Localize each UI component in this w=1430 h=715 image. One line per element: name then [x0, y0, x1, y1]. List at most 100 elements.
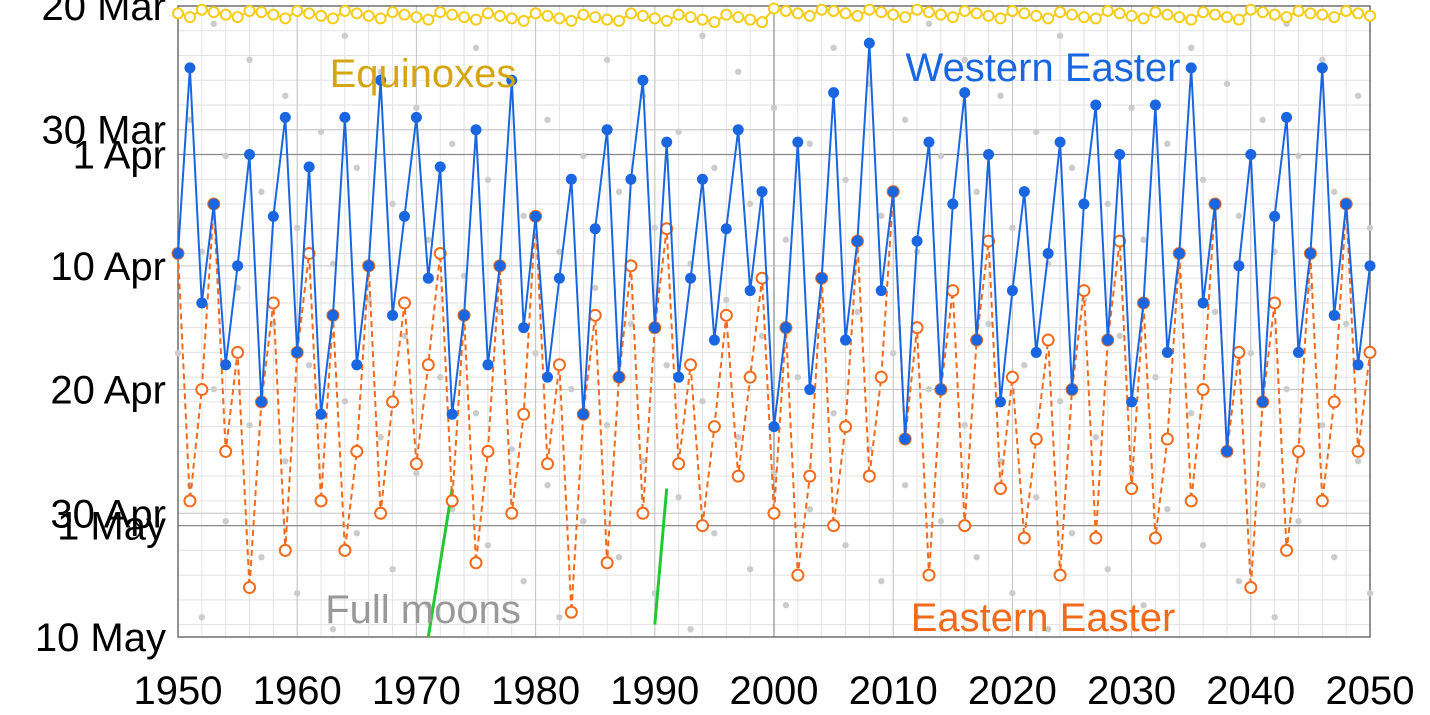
western-easter-point: [780, 322, 792, 334]
equinoxes-point: [994, 12, 1007, 25]
western-easter-point: [673, 371, 685, 383]
equinoxes-point: [1304, 7, 1317, 20]
equinoxes-point: [744, 13, 757, 26]
equinoxes-point: [899, 11, 912, 24]
western-easter-point: [744, 285, 756, 297]
western-easter-point: [327, 309, 339, 321]
western-easter-point: [983, 148, 995, 160]
eastern-easter-point: [731, 469, 745, 483]
full-moon-dot: [925, 20, 933, 28]
equinoxes-point: [505, 12, 518, 25]
full-moon-dot: [174, 349, 182, 357]
equinoxes-point: [1340, 4, 1353, 17]
full-moon-dot: [258, 553, 265, 561]
western-easter-point: [971, 334, 983, 346]
western-easter-point: [840, 334, 852, 346]
western-easter-point: [959, 87, 971, 99]
equinoxes-point: [422, 13, 435, 26]
eastern-easter-point: [1005, 370, 1019, 384]
eastern-easter-point: [314, 494, 328, 508]
full-moon-dot: [1259, 116, 1266, 124]
eastern-easter-point: [243, 581, 257, 595]
x-tick-label: 2000: [730, 669, 819, 713]
western-easter-point: [1114, 148, 1126, 160]
eastern-easter-point: [1125, 482, 1139, 496]
western-easter-point: [828, 87, 840, 99]
western-easter-point: [446, 408, 458, 420]
western-easter-point: [625, 173, 637, 185]
equinoxes-point: [756, 16, 769, 29]
equinoxes-point: [1030, 9, 1043, 22]
full-moon-dot: [1366, 224, 1374, 232]
y-tick-label: 10 Apr: [50, 245, 166, 289]
full-moon-dot: [1152, 373, 1159, 381]
western-easter-point: [1233, 260, 1245, 272]
full-moon-dot: [913, 614, 921, 621]
full-moon-dot: [675, 128, 682, 136]
full-moon-dot: [282, 457, 289, 465]
equinoxes-point: [720, 8, 733, 21]
full-moon-dot: [1092, 68, 1100, 76]
eastern-easter-point: [803, 469, 817, 483]
full-moon-dot: [1188, 409, 1195, 417]
eastern-easter-point: [839, 420, 853, 434]
western-easter-point: [613, 371, 625, 383]
equinoxes-point: [1173, 11, 1186, 24]
equinoxes-point: [1042, 12, 1055, 25]
full-moon-dot: [532, 349, 539, 357]
full-moon-dot: [1295, 152, 1302, 160]
western-easter-point: [363, 260, 375, 272]
full-moon-dot: [1319, 421, 1326, 429]
eastern-easter-point: [1184, 494, 1198, 508]
full-moon-dot: [472, 409, 480, 417]
equinoxes-point: [839, 7, 852, 20]
y-tick-label: 20 Apr: [50, 369, 166, 413]
full-moon-dot: [830, 409, 837, 417]
full-moon-dot: [472, 44, 480, 52]
western-easter-point: [530, 210, 542, 222]
full-moon-dot: [425, 602, 432, 609]
eastern-easter-point: [1268, 296, 1282, 310]
full-moon-dot: [830, 44, 837, 52]
eastern-easter-point: [397, 296, 411, 310]
equinoxes-point: [636, 9, 649, 22]
x-tick-label: 2040: [1206, 669, 1295, 713]
equinoxes-point: [803, 9, 816, 22]
equinoxes-point: [911, 3, 924, 16]
full-moon-dot: [1188, 44, 1195, 52]
equinoxes-point: [1089, 12, 1102, 25]
full-moon-dot: [901, 481, 909, 489]
full-moon-dot: [484, 541, 492, 549]
equinoxes-point: [1280, 11, 1293, 24]
full-moon-dot: [544, 116, 551, 124]
full-moon-dot: [592, 284, 599, 292]
western-easter-point: [685, 272, 697, 284]
full-moon-dot: [1295, 517, 1302, 525]
western-easter-point: [816, 272, 828, 284]
western-easter-point: [1292, 346, 1304, 358]
full-moon-dot: [1235, 577, 1243, 585]
eastern-easter-point: [541, 457, 555, 471]
full-moon-dot: [1199, 541, 1207, 549]
western-easter-point: [255, 396, 267, 408]
equinoxes-point: [231, 11, 244, 24]
full-moon-dot: [1366, 590, 1374, 597]
full-moon-dot: [1021, 361, 1028, 369]
western-easter-point: [804, 384, 816, 396]
western-easter-point: [1316, 62, 1328, 74]
equinoxes-point: [470, 13, 482, 26]
western-easter-point: [553, 272, 565, 284]
full-moon-dot: [1009, 224, 1016, 232]
equinoxes-point: [183, 11, 196, 24]
western-easter-point: [506, 74, 518, 86]
western-easter-point: [410, 111, 422, 123]
eastern-easter-point: [707, 420, 721, 434]
full-moon-dot: [520, 212, 527, 220]
full-moon-dot: [711, 164, 718, 172]
full-moon-dot: [878, 577, 885, 585]
full-moon-dot: [615, 553, 623, 561]
eastern-easter-point: [1041, 333, 1055, 347]
western-easter-point: [518, 322, 530, 334]
western-easter-point: [875, 285, 887, 297]
equinoxes-point: [326, 12, 339, 25]
